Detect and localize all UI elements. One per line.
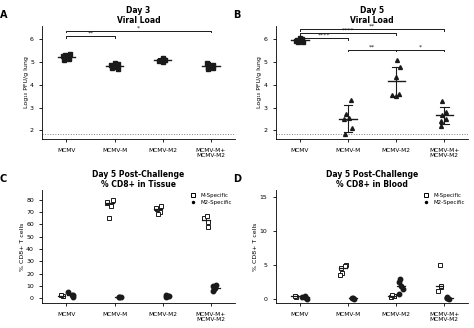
Y-axis label: % CD8+ T cells: % CD8+ T cells [20,222,25,271]
Title: Day 5 Post-Challenge
% CD8+ in Tissue: Day 5 Post-Challenge % CD8+ in Tissue [92,170,185,189]
Text: ****: **** [318,33,330,38]
Text: *: * [137,26,140,31]
Title: Day 5
Viral Load: Day 5 Viral Load [350,6,394,25]
Title: Day 3
Viral Load: Day 3 Viral Load [117,6,160,25]
Title: Day 5 Post-Challenge
% CD8+ in Blood: Day 5 Post-Challenge % CD8+ in Blood [326,170,418,189]
Y-axis label: Log₁₀ PFU/g lung: Log₁₀ PFU/g lung [257,57,262,109]
Text: B: B [233,10,241,20]
Text: ****: **** [342,28,354,33]
Y-axis label: % CD8+ T cells: % CD8+ T cells [253,222,258,271]
Text: C: C [0,174,7,184]
Text: *: * [419,44,422,49]
Legend: M-Specific, M2-Specific: M-Specific, M2-Specific [187,193,232,205]
Text: **: ** [369,24,375,29]
Y-axis label: Log₁₀ PFU/g lung: Log₁₀ PFU/g lung [24,57,28,109]
Text: **: ** [87,31,93,36]
Text: D: D [233,174,241,184]
Legend: M-Specific, M2-Specific: M-Specific, M2-Specific [420,193,465,205]
Text: **: ** [369,44,375,49]
Text: A: A [0,10,8,20]
